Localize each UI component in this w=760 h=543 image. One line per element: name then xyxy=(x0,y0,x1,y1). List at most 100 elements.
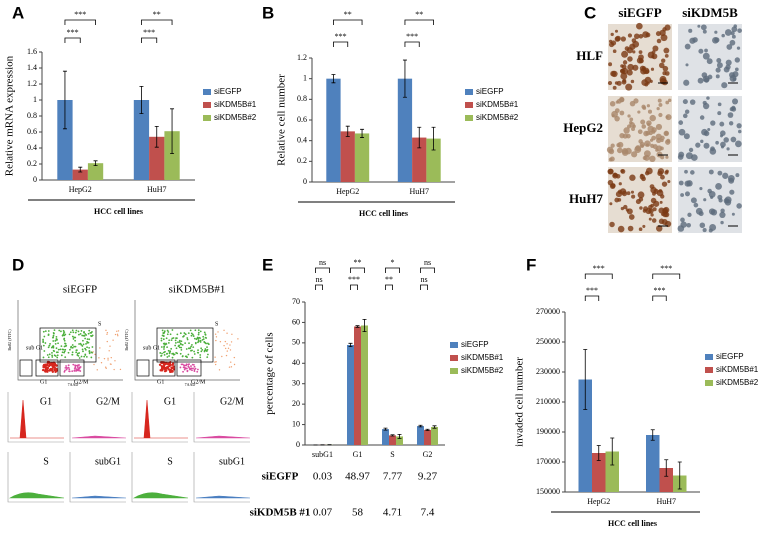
event xyxy=(72,364,74,366)
event xyxy=(106,334,107,335)
cell-nucleus xyxy=(612,114,615,117)
event xyxy=(186,363,188,365)
significance-label: ** xyxy=(385,275,393,284)
event xyxy=(78,355,80,357)
event xyxy=(42,339,44,341)
event xyxy=(207,354,209,356)
cell-nucleus xyxy=(648,110,652,114)
histogram-label: S xyxy=(43,456,49,467)
cell-nucleus xyxy=(688,29,692,33)
cell-nucleus xyxy=(637,110,640,113)
y-tick-label: 190000 xyxy=(536,427,560,436)
event xyxy=(83,356,85,358)
cell-nucleus xyxy=(639,58,644,63)
gate-label: S xyxy=(215,321,218,327)
event xyxy=(75,332,77,334)
gate-label: S xyxy=(98,321,101,327)
cell-nucleus xyxy=(632,65,638,71)
event xyxy=(223,345,224,346)
significance-label: ns xyxy=(424,258,431,267)
event xyxy=(163,368,165,370)
event xyxy=(88,350,90,352)
cell-nucleus xyxy=(623,60,627,64)
event xyxy=(191,349,193,351)
cell-nucleus xyxy=(731,107,736,112)
event xyxy=(188,342,190,344)
event xyxy=(69,334,71,336)
event xyxy=(53,333,55,335)
event xyxy=(82,340,84,342)
event xyxy=(72,329,74,331)
panel-letter: B xyxy=(262,3,274,22)
cell-nucleus xyxy=(651,68,654,71)
cell-nucleus xyxy=(643,68,650,75)
cell-nucleus xyxy=(633,98,638,103)
event xyxy=(221,356,222,357)
event xyxy=(193,335,195,337)
event xyxy=(175,339,177,341)
y-tick-label: 60 xyxy=(292,317,300,326)
cell-nucleus xyxy=(628,226,634,232)
significance-bracket xyxy=(333,20,362,25)
y-tick-label: 0.6 xyxy=(297,115,307,124)
cell-nucleus xyxy=(733,77,737,81)
event xyxy=(64,367,66,369)
event xyxy=(114,360,115,361)
cell-nucleus xyxy=(704,143,710,149)
histogram xyxy=(10,400,64,438)
event xyxy=(202,336,204,338)
event xyxy=(175,342,177,344)
x-tick-label: HepG2 xyxy=(69,185,92,194)
cell-nucleus xyxy=(722,173,728,179)
significance-bracket xyxy=(316,285,323,290)
event xyxy=(231,341,232,342)
event xyxy=(205,334,207,336)
significance-bracket xyxy=(141,38,156,43)
significance-bracket xyxy=(421,285,428,290)
bar xyxy=(361,325,368,445)
event xyxy=(225,341,226,342)
event xyxy=(183,335,185,337)
event xyxy=(80,344,82,346)
event xyxy=(78,352,80,354)
y-tick-label: 210000 xyxy=(536,397,560,406)
event xyxy=(81,356,83,358)
event xyxy=(214,361,215,362)
event xyxy=(205,337,207,339)
significance-bracket xyxy=(65,38,80,43)
cell-nucleus xyxy=(661,34,668,41)
cell-nucleus xyxy=(613,86,617,90)
event xyxy=(182,355,184,357)
y-tick-label: 0 xyxy=(303,177,307,186)
cell-nucleus xyxy=(615,36,620,41)
row-label: HepG2 xyxy=(563,120,603,135)
cell-nucleus xyxy=(614,198,619,203)
panel-letter: C xyxy=(584,3,596,22)
gate-label: G1 xyxy=(40,379,47,385)
cell-nucleus xyxy=(729,190,734,195)
legend-swatch xyxy=(450,342,458,348)
cell-nucleus xyxy=(646,143,649,146)
cell-nucleus xyxy=(736,203,742,209)
event xyxy=(56,357,58,359)
gate-label: G2/M xyxy=(191,379,206,385)
event xyxy=(176,333,178,335)
cell-nucleus xyxy=(640,144,644,148)
event xyxy=(225,348,226,349)
cell-nucleus xyxy=(689,148,693,152)
cell-nucleus xyxy=(619,133,624,138)
y-tick-label: 0 xyxy=(33,175,37,184)
y-tick-label: 0.2 xyxy=(27,159,37,168)
event xyxy=(72,351,74,353)
cell-nucleus xyxy=(732,35,736,39)
cell-nucleus xyxy=(658,99,662,103)
cell-nucleus xyxy=(656,124,662,130)
scatter-axes xyxy=(18,300,123,380)
legend-label: siKDM5B#1 xyxy=(214,100,257,109)
event xyxy=(169,364,171,366)
cell-nucleus xyxy=(616,143,620,147)
event xyxy=(120,369,121,370)
event xyxy=(192,346,194,348)
histogram xyxy=(10,493,64,498)
cell-nucleus xyxy=(687,213,691,217)
